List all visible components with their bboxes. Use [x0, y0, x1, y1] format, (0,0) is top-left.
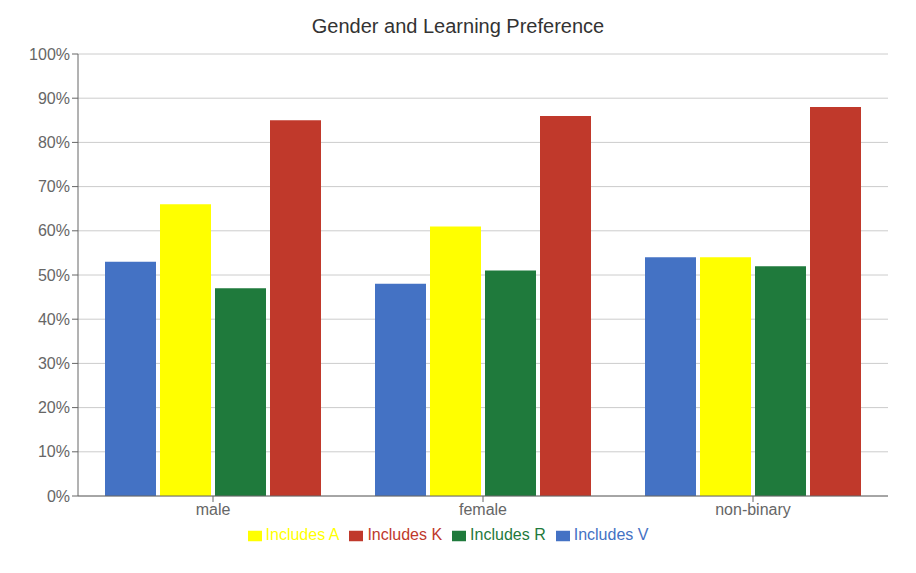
svg-text:10%: 10% — [38, 443, 70, 460]
svg-text:60%: 60% — [38, 222, 70, 239]
svg-text:male: male — [196, 501, 231, 518]
html-text:Includes R: Includes R — [470, 526, 546, 543]
svg-text:30%: 30% — [38, 355, 70, 372]
svg-text:90%: 90% — [38, 90, 70, 107]
html-text:Includes V: Includes V — [573, 526, 649, 543]
svg-text:non-binary: non-binary — [715, 501, 791, 518]
svg-text:100%: 100% — [29, 46, 70, 63]
svg-text:0%: 0% — [47, 488, 70, 505]
svg-text:50%: 50% — [38, 267, 70, 284]
html-text:Includes K: Includes K — [367, 526, 443, 543]
svg-text:80%: 80% — [38, 134, 70, 151]
html-text:Gender and Learning Preference: Gender and Learning Preference — [311, 15, 605, 37]
svg-text:40%: 40% — [38, 311, 70, 328]
html-text:Includes A: Includes A — [265, 526, 340, 543]
svg-text:20%: 20% — [38, 399, 70, 416]
svg-text:female: female — [459, 501, 507, 518]
svg-text:70%: 70% — [38, 178, 70, 195]
